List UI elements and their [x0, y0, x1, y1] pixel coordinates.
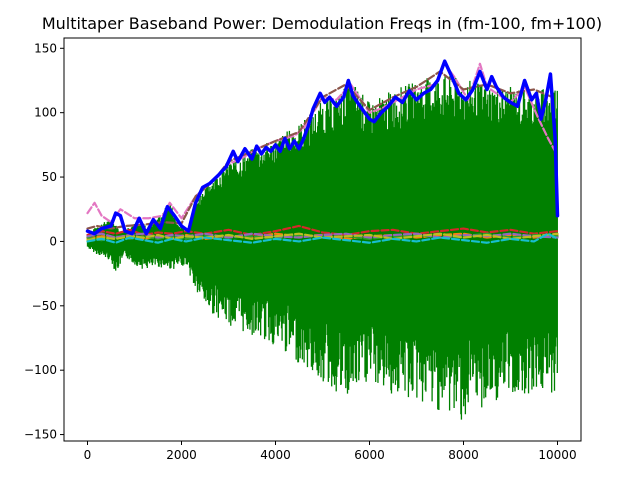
x-axis: 0 2000 4000 6000 8000 10000	[84, 441, 577, 462]
axes-frame	[63, 37, 582, 442]
x-tick-label-0: 0	[84, 448, 92, 462]
y-tick-label-3: 0	[49, 234, 57, 248]
x-tick-label-3: 6000	[354, 448, 385, 462]
plot-area	[85, 59, 560, 420]
x-tick-label-4: 8000	[448, 448, 479, 462]
series-line-9	[86, 232, 559, 244]
y-tick-label-1: −100	[24, 363, 57, 377]
chart-title: Multitaper Baseband Power: Demodulation …	[42, 14, 602, 33]
y-tick-label-6: 150	[34, 41, 57, 55]
series-line-7	[86, 232, 559, 239]
series-line-8	[86, 232, 559, 242]
y-tick-label-4: 50	[42, 170, 57, 184]
plot-series-group	[85, 59, 560, 420]
series-line-1	[85, 59, 560, 236]
x-tick-label-2: 4000	[260, 448, 291, 462]
y-tick-label-2: −50	[32, 299, 57, 313]
y-axis: −150 −100 −50 0 50 100 150	[24, 41, 64, 442]
x-tick-label-5: 10000	[538, 448, 576, 462]
x-tick-label-1: 2000	[166, 448, 197, 462]
y-tick-label-5: 100	[34, 106, 57, 120]
y-tick-label-0: −150	[24, 428, 57, 442]
